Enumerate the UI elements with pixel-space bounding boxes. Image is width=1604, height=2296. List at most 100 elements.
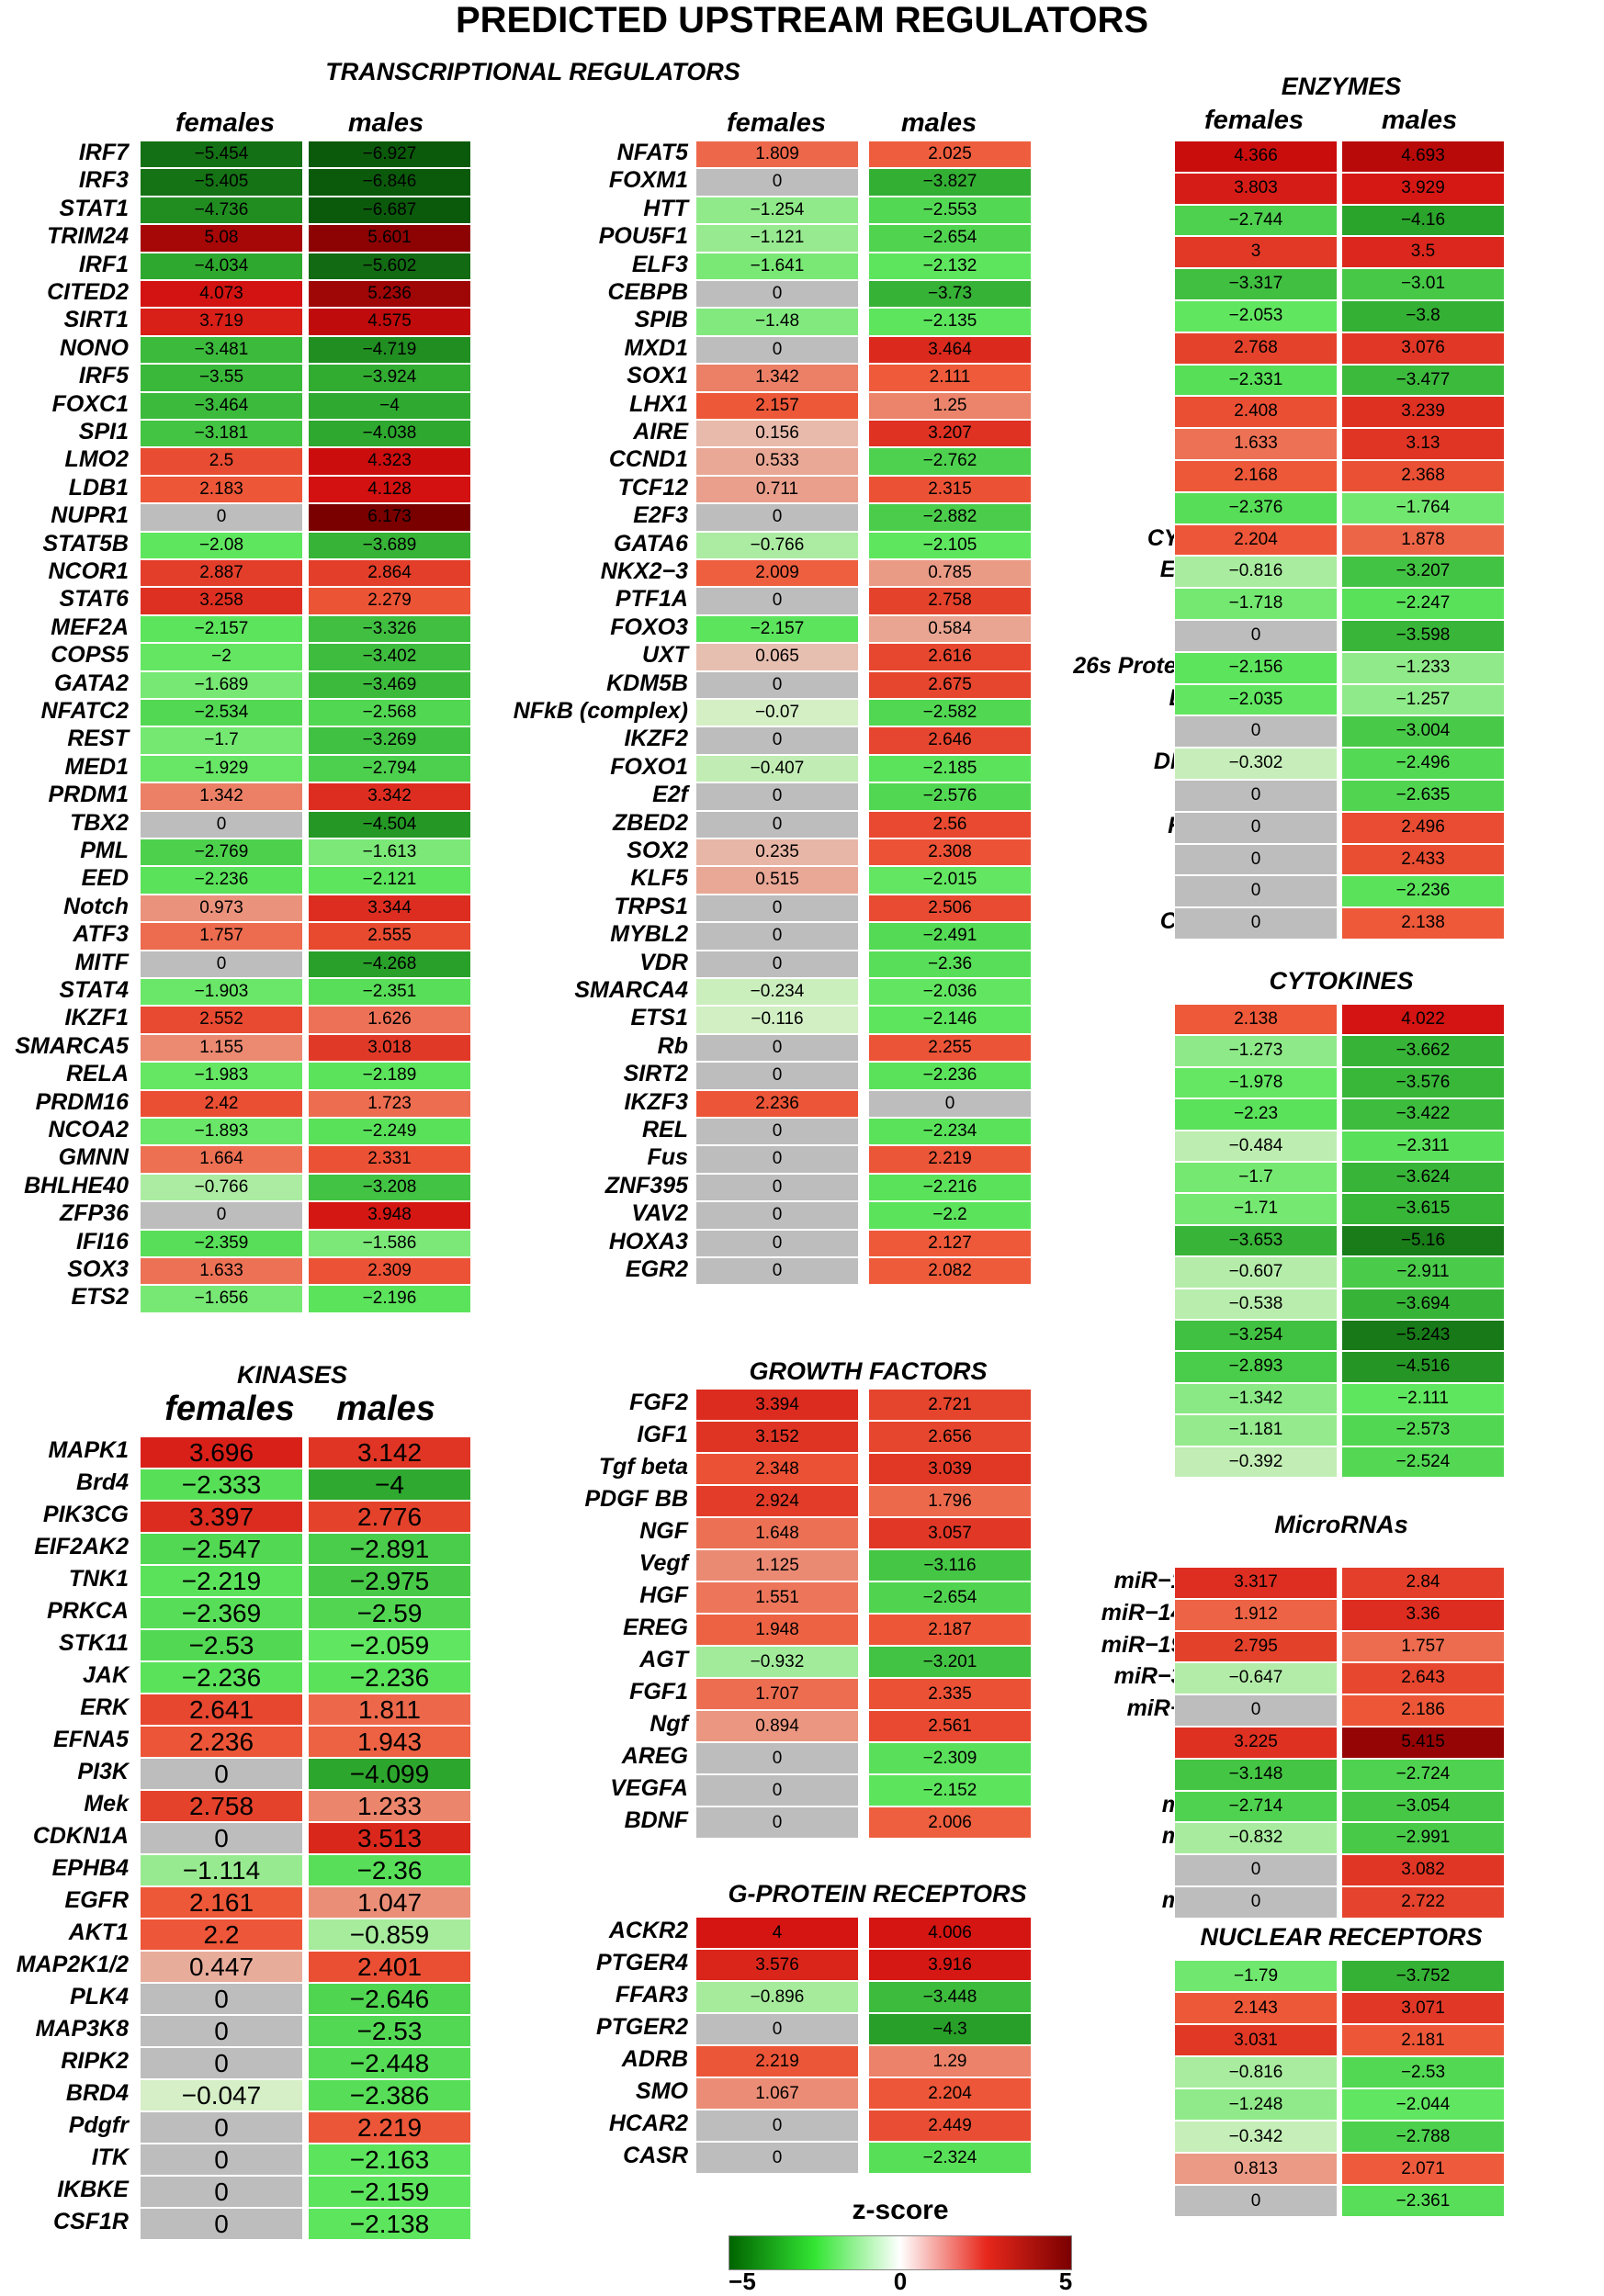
heatmap-cell: 2.082 <box>868 1257 1032 1286</box>
heatmap-cell: 3.576 <box>695 1949 859 1981</box>
row-label: EFNA5 <box>53 1727 129 1752</box>
heatmap-cell: −2.157 <box>695 614 859 644</box>
heatmap-cell: 2.721 <box>868 1389 1032 1421</box>
heatmap-cell: −2.247 <box>1341 588 1505 620</box>
heatmap-cell: 5.236 <box>308 280 471 309</box>
row-label: SPIB <box>634 307 688 333</box>
row-label: REL <box>642 1117 688 1142</box>
heatmap-cell: 2.331 <box>308 1145 471 1174</box>
heatmap-cell: 1.633 <box>1174 428 1338 460</box>
heatmap-cell: −3.827 <box>868 168 1032 197</box>
heatmap-cell: −3.254 <box>1174 1320 1338 1352</box>
heatmap-cell: −2.044 <box>1341 2088 1505 2121</box>
row-label: TRPS1 <box>614 893 688 919</box>
row-label: Notch <box>63 893 129 919</box>
heatmap-cell: −2.573 <box>1341 1414 1505 1446</box>
heatmap-cell: 0.065 <box>695 643 859 671</box>
heatmap-cell: 3.071 <box>1341 1992 1505 2024</box>
heatmap-cell: −4 <box>308 391 471 420</box>
heatmap-cell: 2.255 <box>868 1033 1032 1063</box>
heatmap-cell: 0 <box>695 1062 859 1090</box>
legend-colorbar <box>729 2235 1072 2270</box>
row-label: AIRE <box>633 419 688 445</box>
legend-min-label: −5 <box>729 2268 756 2295</box>
row-label: ELF3 <box>631 251 688 277</box>
heatmap-cell: 4.366 <box>1174 141 1338 173</box>
heatmap-cell: −2.138 <box>308 2208 471 2240</box>
heatmap-cell: 0 <box>1174 620 1338 652</box>
heatmap-cell: 2.776 <box>308 1501 471 1533</box>
heatmap-cell: 2.157 <box>695 391 859 420</box>
heatmap-cell: −1.983 <box>140 1062 303 1090</box>
heatmap-title: ENZYMES <box>1281 73 1402 100</box>
heatmap-cell: −4.034 <box>140 252 303 280</box>
heatmap-cell: 2.111 <box>868 364 1032 392</box>
column-header: females <box>164 1390 295 1428</box>
heatmap-title: MicroRNAs <box>1274 1511 1408 1538</box>
heatmap-cell: −3.208 <box>308 1173 471 1202</box>
row-label: JAK <box>82 1662 129 1688</box>
heatmap-cell: −1.929 <box>140 754 303 783</box>
heatmap-cell: −4.268 <box>308 950 471 978</box>
heatmap-cell: 2.183 <box>140 475 303 504</box>
heatmap-cell: 0.515 <box>695 866 859 895</box>
heatmap-cell: 2.449 <box>868 2110 1032 2142</box>
row-label: UXT <box>642 642 688 669</box>
heatmap-cell: 2.009 <box>695 559 859 588</box>
heatmap-cell: −2.524 <box>1341 1446 1505 1478</box>
heatmap-cell: 3.082 <box>1341 1854 1505 1886</box>
page-title: PREDICTED UPSTREAM REGULATORS <box>455 0 1149 40</box>
row-label: TBX2 <box>70 809 129 836</box>
heatmap-cell: 0 <box>695 726 859 755</box>
row-label: Pdgfr <box>68 2112 129 2138</box>
column-header: males <box>900 108 977 138</box>
heatmap-cell: 0 <box>695 1033 859 1063</box>
row-label: PRKCA <box>47 1598 129 1624</box>
heatmap-cell: 2.758 <box>868 587 1032 615</box>
heatmap-cell: −2.553 <box>868 196 1032 225</box>
heatmap-cell: 3.719 <box>140 308 303 336</box>
row-label: E2f <box>652 782 688 808</box>
heatmap-cell: −0.234 <box>695 978 859 1007</box>
heatmap-cell: 4.323 <box>308 447 471 476</box>
heatmap-cell: 1.723 <box>308 1089 471 1118</box>
row-label: IKZF1 <box>64 1005 129 1031</box>
heatmap-cell: −2.189 <box>308 1062 471 1090</box>
heatmap-cell: −2.724 <box>1341 1758 1505 1791</box>
row-label: MED1 <box>64 753 129 780</box>
heatmap-cell: −2.163 <box>308 2144 471 2176</box>
row-label: IFI16 <box>76 1228 129 1255</box>
heatmap-cell: −1.613 <box>308 838 471 867</box>
heatmap-cell: −1.48 <box>695 308 859 336</box>
heatmap-cell: −0.392 <box>1174 1446 1338 1478</box>
row-label: SOX2 <box>627 838 688 863</box>
heatmap-cell: 0 <box>1174 811 1338 844</box>
row-label: MITF <box>74 949 129 975</box>
heatmap-cell: 0 <box>695 2013 859 2045</box>
heatmap-cell: −4.099 <box>308 1758 471 1790</box>
heatmap-cell: −2.351 <box>308 978 471 1007</box>
heatmap-cell: 0 <box>140 2047 303 2079</box>
heatmap-cell: −0.047 <box>140 2079 303 2111</box>
heatmap-cell: −2.236 <box>140 1661 303 1694</box>
heatmap-cell: 0 <box>1174 1886 1338 1919</box>
heatmap-cell: 0 <box>140 2111 303 2144</box>
row-label: SOX1 <box>627 363 688 389</box>
row-label: HTT <box>643 195 688 221</box>
row-label: PDGF BB <box>584 1486 689 1512</box>
heatmap-cell: −1.181 <box>1174 1414 1338 1446</box>
row-label: EGFR <box>64 1887 129 1913</box>
heatmap-cell: 3.5 <box>1341 236 1505 269</box>
heatmap-cell: 0 <box>695 2110 859 2142</box>
heatmap-cell: 2.722 <box>1341 1886 1505 1919</box>
row-label: EIF2AK2 <box>34 1534 129 1559</box>
heatmap-cell: 0 <box>695 894 859 923</box>
row-label: STK11 <box>59 1630 129 1656</box>
row-label: CITED2 <box>47 279 129 305</box>
heatmap-cell: −2.035 <box>1174 683 1338 716</box>
heatmap-cell: −2.152 <box>868 1774 1032 1806</box>
heatmap-cell: 3.397 <box>140 1501 303 1533</box>
heatmap-cell: −3.201 <box>868 1646 1032 1678</box>
row-label: NUPR1 <box>51 502 129 529</box>
column-header: females <box>1203 106 1305 135</box>
